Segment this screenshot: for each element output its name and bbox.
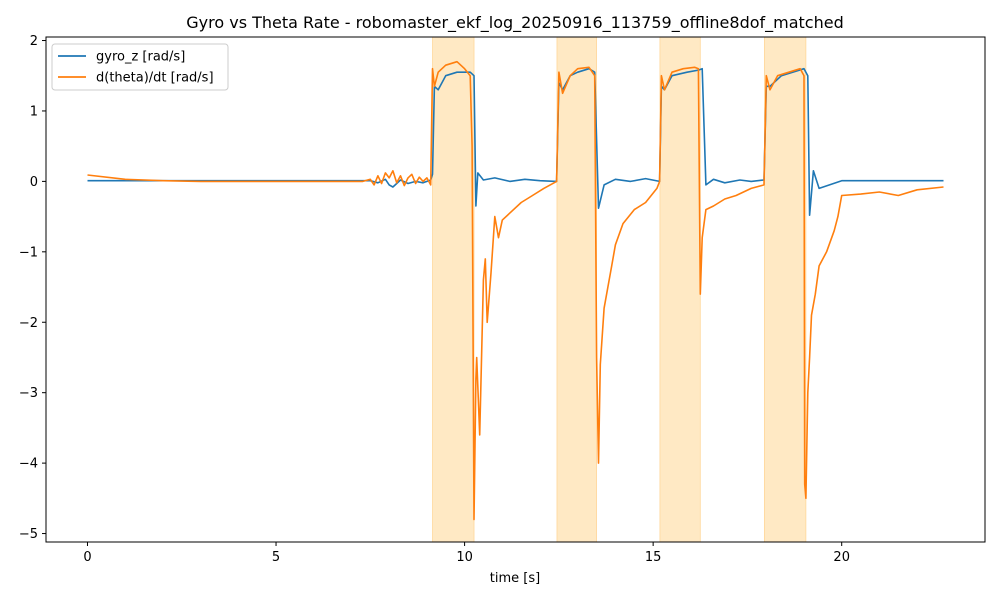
y-tick-label: −3 (19, 386, 38, 401)
legend-label: d(theta)/dt [rad/s] (96, 71, 214, 86)
highlight-spans (432, 36, 807, 543)
x-axis-ticks: 0 5 10 15 20 (83, 542, 850, 565)
y-tick-label: 1 (30, 104, 38, 119)
series-line-gyro-z (87, 67, 944, 216)
highlight-span (432, 36, 475, 543)
x-tick-label: 5 (272, 550, 280, 565)
highlight-span (763, 36, 807, 543)
x-tick-label: 10 (456, 550, 473, 565)
y-tick-label: −2 (19, 316, 38, 331)
x-tick-label: 20 (833, 550, 850, 565)
y-axis-ticks: −5 −4 −3 −2 −1 0 1 2 (19, 34, 46, 542)
x-tick-label: 0 (83, 550, 91, 565)
highlight-span (556, 36, 597, 543)
y-tick-label: 0 (30, 175, 38, 190)
legend-box (51, 43, 229, 91)
axes-frame (45, 36, 986, 543)
x-tick-label: 15 (645, 550, 662, 565)
series-line-dtheta-dt (87, 60, 944, 521)
y-tick-label: −5 (19, 527, 38, 542)
y-tick-label: −4 (19, 457, 38, 472)
y-tick-label: 2 (30, 34, 38, 49)
legend-label: gyro_z [rad/s] (96, 50, 185, 65)
highlight-span (659, 36, 701, 543)
chart-title: Gyro vs Theta Rate - robomaster_ekf_log_… (186, 13, 844, 33)
y-tick-label: −1 (19, 245, 38, 260)
data-lines (87, 60, 944, 521)
x-axis-label: time [s] (490, 571, 540, 586)
legend: gyro_z [rad/s] d(theta)/dt [rad/s] (51, 43, 229, 91)
